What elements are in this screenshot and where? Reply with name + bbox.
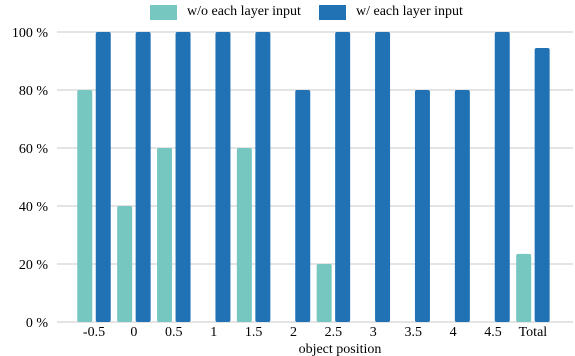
x-axis-label: object position (299, 342, 382, 356)
bar-series-2-Total (534, 47, 550, 322)
bar-series-2-0.5 (175, 32, 191, 322)
bar-series-2-2 (295, 90, 311, 322)
x-tick-label: -0.5 (83, 325, 105, 340)
bar-series-2-1.5 (255, 32, 271, 322)
chart-legend: w/o each layer input w/ each layer input (0, 3, 575, 21)
bar-series-1-0 (117, 206, 133, 322)
x-tick-label: 4 (450, 325, 457, 340)
bar-series-1-0.5 (157, 148, 173, 322)
y-tick-label: 60 % (19, 142, 49, 157)
bar-series-2-1 (215, 32, 231, 322)
bar-series-2-4 (454, 90, 470, 322)
x-tick-label: 4.5 (484, 325, 502, 340)
x-tick-label: 0 (130, 325, 137, 340)
x-tick-label: 2.5 (325, 325, 343, 340)
bar-series-1-Total (516, 253, 532, 322)
bar-series-2--0.5 (95, 32, 111, 322)
y-tick-label: 100 % (12, 26, 49, 41)
bar-series-1-2.5 (316, 264, 332, 322)
bar-series-2-3 (375, 32, 391, 322)
y-tick-label: 0 % (26, 316, 49, 331)
bar-series-1--0.5 (77, 90, 93, 322)
y-tick-label: 20 % (19, 258, 49, 273)
x-tick-label: Total (519, 325, 548, 340)
legend-label-series-1: w/o each layer input (187, 4, 301, 19)
legend-label-series-2: w/ each layer input (356, 4, 463, 19)
x-tick-label: 3 (370, 325, 377, 340)
x-tick-label: 2 (290, 325, 297, 340)
bar-series-2-2.5 (335, 32, 351, 322)
legend-item-series-1: w/o each layer input (150, 3, 301, 21)
bar-series-2-0 (135, 32, 151, 322)
x-tick-label: 1 (210, 325, 217, 340)
legend-item-series-2: w/ each layer input (319, 3, 463, 21)
bar-series-1-1.5 (236, 148, 252, 322)
x-tick-label: 3.5 (404, 325, 422, 340)
legend-swatch-series-1 (150, 4, 177, 20)
legend-swatch-series-2 (319, 4, 346, 20)
y-tick-label: 80 % (19, 84, 49, 99)
x-tick-label: 1.5 (245, 325, 263, 340)
bar-series-2-3.5 (414, 90, 430, 322)
bar-series-2-4.5 (494, 32, 510, 322)
x-tick-label: 0.5 (165, 325, 183, 340)
y-tick-label: 40 % (19, 200, 49, 215)
